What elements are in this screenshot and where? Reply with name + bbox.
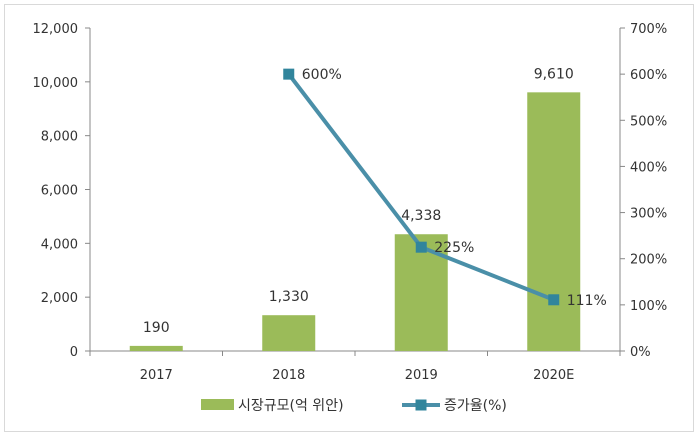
right-tick-label: 100% bbox=[630, 299, 667, 314]
legend-layer: 시장규모(억 위안) 증가율(%) bbox=[201, 398, 507, 414]
legend-bar-swatch bbox=[201, 399, 234, 410]
left-tick-label: 0 bbox=[70, 345, 78, 360]
bar-2020E bbox=[527, 92, 581, 351]
growth-marker-2019 bbox=[415, 241, 427, 253]
right-tick-label: 200% bbox=[630, 253, 667, 268]
growth-label-2019: 225% bbox=[434, 240, 474, 256]
left-tick-label: 2,000 bbox=[41, 291, 78, 306]
growth-label-2020E: 111% bbox=[567, 293, 607, 309]
x-tick-label: 2018 bbox=[272, 368, 305, 383]
line-layer bbox=[283, 68, 560, 306]
bar-2018 bbox=[262, 315, 316, 351]
bar-label-2017: 190 bbox=[143, 320, 170, 336]
growth-label-2018: 600% bbox=[302, 67, 342, 83]
chart-frame bbox=[4, 4, 694, 432]
bars-layer bbox=[129, 92, 581, 351]
right-tick-label: 700% bbox=[630, 22, 667, 37]
x-tick-label: 2017 bbox=[140, 368, 173, 383]
labels-layer: 190 1,330 4,338 9,610 600% 225% 111% bbox=[143, 66, 607, 336]
left-tick-label: 4,000 bbox=[41, 237, 78, 252]
growth-marker-2020E bbox=[548, 294, 560, 306]
x-tick-label: 2019 bbox=[405, 368, 438, 383]
x-tick-label: 2020E bbox=[533, 368, 574, 383]
left-tick-label: 6,000 bbox=[41, 184, 78, 199]
bar-2017 bbox=[129, 345, 183, 351]
legend-line-label: 증가율(%) bbox=[444, 398, 507, 414]
left-tick-label: 8,000 bbox=[41, 130, 78, 145]
bar-label-2018: 1,330 bbox=[269, 289, 309, 305]
axes-layer: 0 2,000 4,000 6,000 8,000 10,000 12,000 0% 100% 2… bbox=[33, 22, 668, 383]
right-tick-label: 0% bbox=[630, 345, 651, 360]
legend-bar-label: 시장규모(억 위안) bbox=[238, 398, 344, 414]
right-tick-label: 500% bbox=[630, 114, 667, 129]
growth-marker-2018 bbox=[283, 68, 295, 80]
right-tick-label: 400% bbox=[630, 160, 667, 175]
bar-label-2020E: 9,610 bbox=[534, 66, 574, 82]
left-tick-label: 12,000 bbox=[33, 22, 79, 37]
legend-line-marker bbox=[415, 399, 427, 411]
right-tick-label: 300% bbox=[630, 207, 667, 222]
right-tick-label: 600% bbox=[630, 68, 667, 83]
bar-label-2019: 4,338 bbox=[401, 208, 441, 224]
left-tick-label: 10,000 bbox=[33, 76, 79, 91]
